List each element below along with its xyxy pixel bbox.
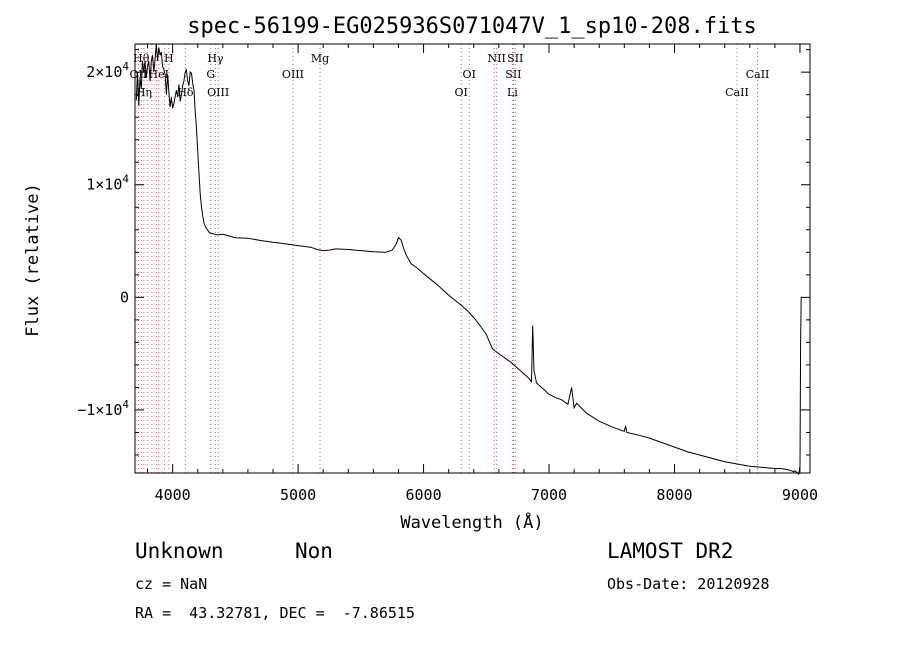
y-tick-label: 1×104 [86, 173, 129, 194]
chart-title: spec-56199-EG025936S071047V_1_sp10-208.f… [187, 14, 757, 39]
obs-date: Obs-Date: 20120928 [607, 575, 770, 593]
y-tick-label: 2×104 [86, 60, 129, 81]
x-tick-label: 6000 [406, 486, 442, 504]
line-label: SII [507, 52, 523, 65]
line-label: OII [130, 68, 148, 81]
x-tick-label: 5000 [280, 486, 316, 504]
plot-frame [134, 43, 811, 474]
line-label: Mg [311, 52, 329, 65]
line-label: OI [455, 86, 468, 99]
line-label: OIII [207, 86, 229, 99]
line-label: OI [463, 68, 476, 81]
x-axis-label: Wavelength (Å) [400, 511, 543, 533]
y-tick-label: 0 [120, 288, 129, 306]
x-tick-label: 7000 [531, 486, 567, 504]
line-label: Hγ [207, 52, 224, 65]
x-tick-label: 4000 [155, 486, 191, 504]
line-label: Li [507, 86, 518, 99]
spectrum-line [135, 43, 802, 476]
coordinates: RA = 43.32781, DEC = -7.86515 [135, 604, 415, 622]
y-axis-label: Flux (relative) [23, 183, 43, 337]
x-tick-label: 9000 [782, 486, 818, 504]
survey-name: LAMOST DR2 [607, 539, 734, 563]
redshift-cz: cz = NaN [135, 575, 208, 593]
axis-ticks: 4000 5000 6000 7000 8000 9000 2×104 1×104 0 −1×10… [77, 44, 818, 504]
line-label: NII [488, 52, 506, 65]
line-label: H [164, 52, 174, 65]
spectral-line-markers: OIIHθHηHeIHHδGHγOIIIOIIIMgOIOINIILiSIISI… [130, 44, 770, 473]
y-tick-label: −1×104 [77, 398, 129, 419]
line-label: SII [505, 68, 521, 81]
line-label: CaII [725, 86, 749, 99]
line-label: OIII [282, 68, 304, 81]
line-label: CaII [746, 68, 770, 81]
line-label: G [206, 68, 215, 81]
x-tick-label: 8000 [656, 486, 692, 504]
object-class: Unknown [135, 539, 224, 563]
line-label: Hθ [133, 52, 150, 65]
subclass: Non [295, 539, 333, 563]
